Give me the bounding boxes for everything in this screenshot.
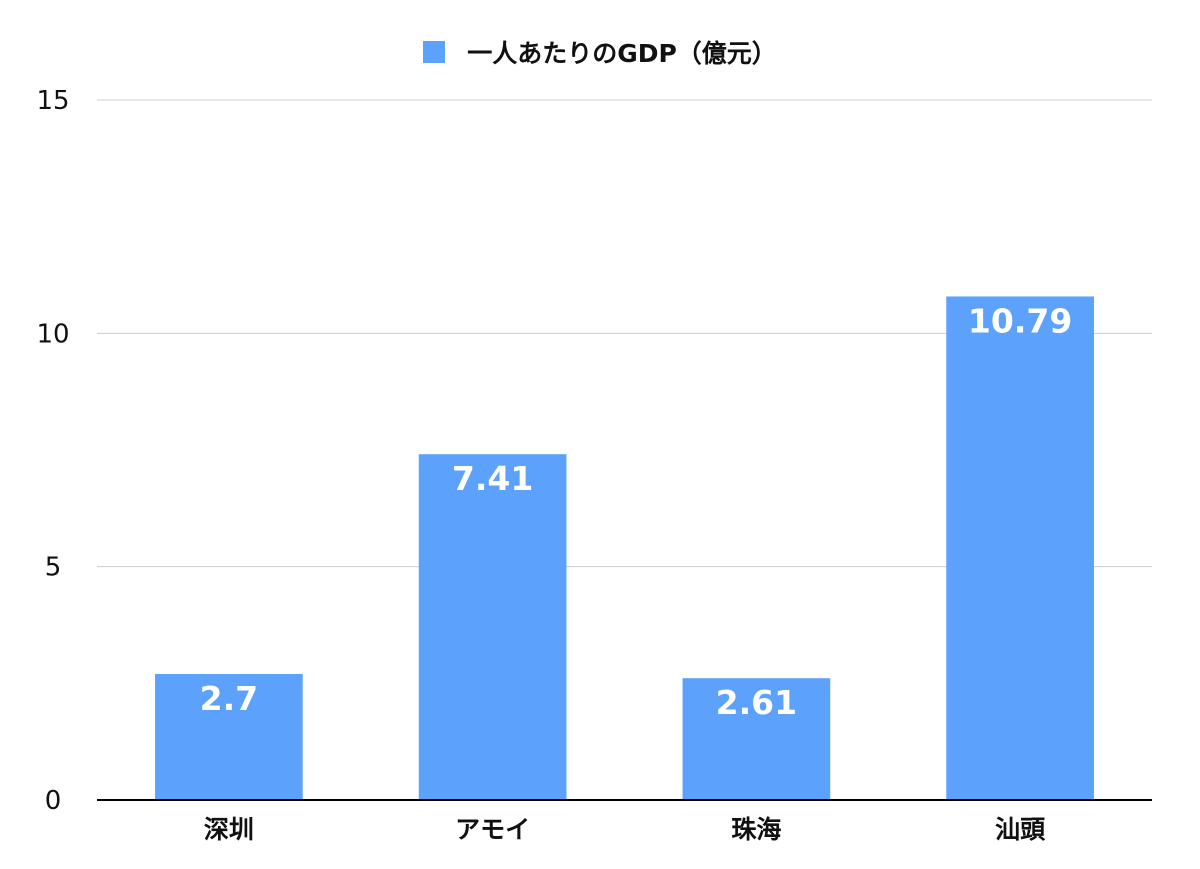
bar bbox=[682, 678, 831, 800]
y-axis-tick-labels: 0 5 10 15 bbox=[36, 86, 69, 816]
data-labels: 2.7 7.41 2.61 10.79 bbox=[200, 301, 1073, 722]
x-tick-label: 珠海 bbox=[731, 815, 781, 844]
data-label: 2.61 bbox=[716, 683, 797, 722]
x-axis-tick-labels: 深圳 アモイ 珠海 汕頭 bbox=[204, 815, 1046, 844]
bars bbox=[155, 296, 1094, 800]
data-label: 2.7 bbox=[200, 679, 258, 718]
y-tick-label: 10 bbox=[36, 319, 69, 349]
x-tick-label: 汕頭 bbox=[995, 815, 1046, 844]
bar bbox=[946, 296, 1094, 800]
legend-label: 一人あたりのGDP（億元） bbox=[467, 39, 777, 68]
y-tick-label: 0 bbox=[45, 786, 62, 816]
x-tick-label: アモイ bbox=[455, 815, 530, 844]
y-tick-label: 15 bbox=[36, 86, 69, 116]
bar bbox=[155, 674, 303, 800]
legend-swatch bbox=[423, 41, 446, 63]
x-tick-label: 深圳 bbox=[204, 815, 254, 844]
data-label: 10.79 bbox=[968, 301, 1072, 340]
chart-legend: 一人あたりのGDP（億元） bbox=[0, 34, 1200, 70]
bar bbox=[418, 454, 567, 800]
y-tick-label: 5 bbox=[45, 553, 62, 583]
data-label: 7.41 bbox=[452, 459, 533, 498]
